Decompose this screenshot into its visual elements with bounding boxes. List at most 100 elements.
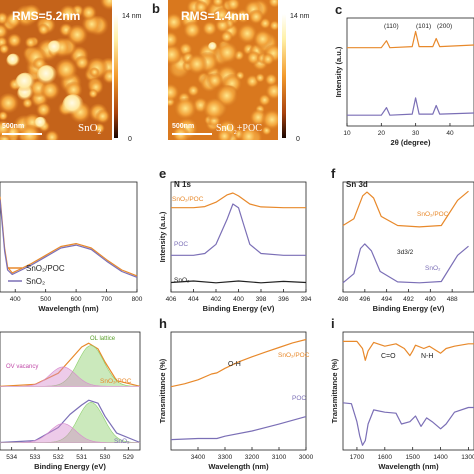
afm-grain (260, 109, 278, 132)
x-tick-label: 394 (301, 296, 312, 303)
afm-b-scalebar-label: 500nm (172, 123, 194, 130)
series-line-c-2 (347, 97, 474, 116)
x-tick-label: 1500 (405, 454, 420, 461)
afm-grain (168, 83, 180, 103)
afm-b-sample: SnO2+POC (216, 123, 262, 136)
afm-grain (225, 0, 241, 13)
afm-grain (74, 55, 90, 72)
series-line-c-1 (347, 30, 474, 49)
series-line-d-1 (0, 196, 138, 277)
chart-e-annotations: N 1s SnO₂/POC POC SnO₂ (172, 180, 204, 284)
x-tick-label: 531 (76, 454, 87, 461)
x-tick-label: 498 (338, 296, 349, 303)
chart-f-annotations: Sn 3d SnO₂/POC SnO₂ 3d3/2 (346, 180, 449, 272)
g-s1: SnO₂/POC (100, 378, 132, 385)
x-tick-label: 700 (101, 296, 112, 303)
afm-grain (37, 23, 50, 37)
afm-grain (88, 89, 99, 100)
afm-grain (39, 81, 61, 102)
afm-grain (201, 21, 218, 38)
afm-grain (0, 24, 9, 41)
afm-grain (171, 125, 190, 140)
afm-grain (238, 127, 260, 140)
f-s1: SnO₂/POC (417, 211, 449, 218)
afm-b-scale-min: 0 (296, 136, 300, 143)
x-tick-label: 1600 (378, 454, 393, 461)
h-s2: POC (292, 395, 306, 402)
x-tick-label: 398 (256, 296, 267, 303)
afm-grain (168, 44, 183, 67)
panel-label-i: i (331, 316, 335, 331)
d-legend-1: SnO₂/POC (26, 264, 65, 273)
x-axis-label-f: Binding Energy (eV) (373, 304, 445, 313)
f-peak: 3d3/2 (397, 249, 414, 256)
afm-grain (24, 36, 37, 50)
x-tick-label: 532 (53, 454, 64, 461)
x-tick-label: 800 (132, 296, 143, 303)
y-axis-label-c: Intensity (a.u.) (334, 46, 343, 97)
series-line-e-2 (171, 203, 306, 256)
i-co: C=O (381, 353, 396, 360)
chart-h-annotations: O-H SnO₂/POC POC (228, 352, 310, 402)
x-tick-label: 3000 (299, 454, 314, 461)
x-tick-label: 40 (446, 130, 454, 137)
chart-e-n1s: e 406 404 402 400 398 396 394 Binding Energy (eV… (158, 166, 312, 313)
afm-grain (4, 12, 22, 30)
plot-frame (342, 181, 474, 293)
series-line-e-1 (171, 192, 306, 209)
x-tick-label: 30 (412, 130, 420, 137)
x-tick-label: 600 (71, 296, 82, 303)
afm-grain (58, 5, 78, 24)
afm-grain-large (62, 94, 85, 117)
afm-grain (186, 54, 208, 77)
afm-grain-large (36, 65, 58, 86)
y-axis-label-e: Intensity (a.u.) (158, 211, 167, 262)
afm-grain (21, 4, 42, 25)
x-axis-label-d: Wavelength (nm) (38, 304, 99, 313)
afm-grain (261, 53, 275, 67)
afm-a-scale-min: 0 (128, 136, 132, 143)
x-tick-label: 500 (40, 296, 51, 303)
afm-grain (202, 98, 226, 122)
afm-grain (35, 102, 52, 119)
x-tick-label: 3100 (272, 454, 287, 461)
afm-grain (44, 130, 60, 140)
afm-grain (213, 7, 231, 25)
afm-grain (0, 111, 9, 122)
afm-grain (220, 30, 234, 44)
afm-grain (252, 29, 273, 51)
y-axis-label-i: Transmittance (%) (330, 358, 339, 423)
chart-i-ftir-co: i 1700 1600 1500 1400 1300 Wavelength (nm) Tran… (330, 316, 474, 471)
x-tick-label: 1700 (350, 454, 365, 461)
chart-g-o1s: 534 533 532 531 530 529 Binding Energy (eV) (0, 331, 141, 471)
afm-grain (267, 0, 278, 9)
y-axis-label-h: Transmittance (%) (158, 358, 167, 423)
x-tick-label: 490 (425, 296, 436, 303)
h-s1: SnO₂/POC (278, 352, 310, 359)
chart-h-ftir-oh: h 3400 3300 3200 3100 3000 Wavelength (nm) Tran… (158, 316, 314, 471)
afm-grain-large (47, 40, 63, 56)
afm-b-scale-max: 14 nm (290, 13, 310, 20)
g-vacancy: OV vacancy (6, 364, 38, 370)
x-tick-label: 406 (166, 296, 177, 303)
afm-grain (205, 72, 224, 91)
c-peak-200: (200) (437, 23, 452, 30)
x-tick-label: 3300 (218, 454, 233, 461)
x-tick-label: 400 (10, 296, 21, 303)
series-line-d-2 (0, 199, 138, 278)
afm-grain (264, 73, 278, 88)
e-s1: SnO₂/POC (172, 196, 204, 203)
afm-image-sno2-poc: RMS=1.4nm 500nm SnO2+POC (168, 0, 278, 140)
afm-grain (246, 51, 261, 66)
afm-grain (80, 5, 97, 22)
afm-grain (254, 73, 266, 84)
chart-d-absorbance: 400 500 600 700 800 Wavelength (nm) (0, 181, 143, 313)
chart-c-xrd: c 10 20 30 40 2θ (degree) Intensity (a.u.) (334, 2, 474, 147)
afm-grain-large (207, 42, 218, 52)
afm-grain-large (6, 53, 21, 68)
h-oh: O-H (228, 361, 241, 368)
plot-frame (346, 17, 474, 127)
series-line-i-2 (342, 402, 474, 446)
x-axis-label-i: Wavelength (nm) (378, 462, 439, 471)
